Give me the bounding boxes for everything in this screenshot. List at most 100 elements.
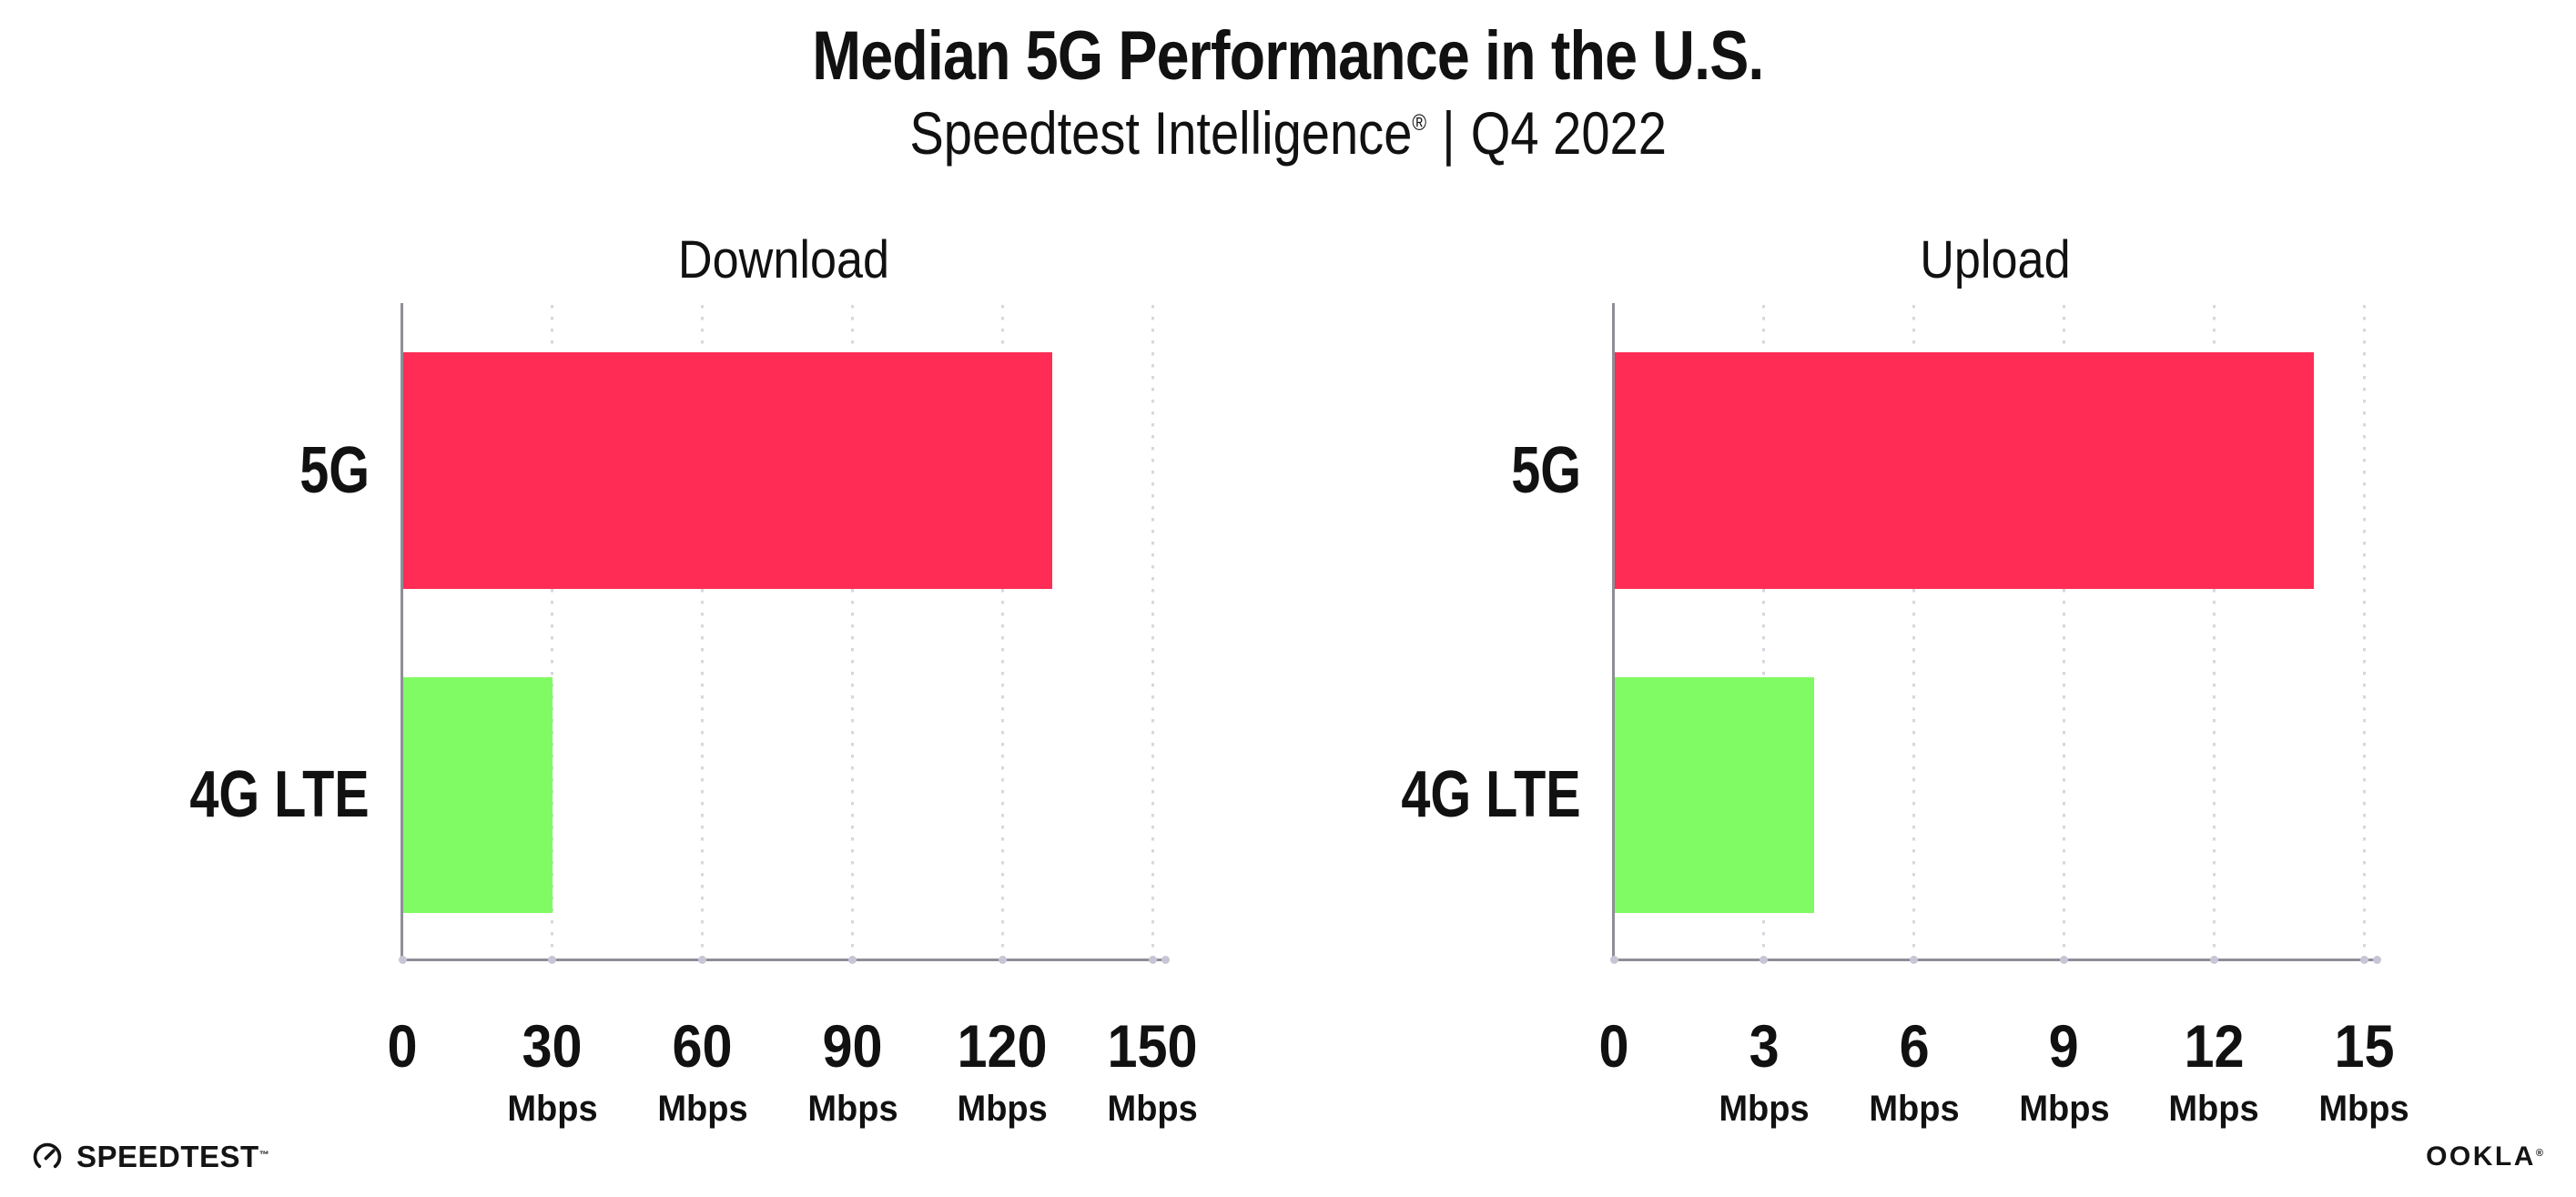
axis-tick-dot-9 [2060, 956, 2069, 964]
x-tick-unit: Mbps [806, 1089, 898, 1129]
chart-upload: Upload 5G 4G LTE 0 3 Mbps 6 Mbps 9 Mbps 12 Mbps 1… [1268, 218, 2415, 1127]
plot-area [398, 303, 1170, 964]
gridline-3 [1762, 305, 1766, 959]
registered-mark: ® [1412, 109, 1426, 136]
gridline-layer [402, 305, 1165, 959]
gridline-layer [1614, 305, 2377, 959]
x-tick-unit: Mbps [1107, 1089, 1198, 1129]
axis-tick-dot-150 [1148, 956, 1157, 964]
x-tick-unit: Mbps [957, 1089, 1049, 1129]
y-axis-line [401, 303, 403, 961]
chart-title-download: Download [402, 229, 1165, 290]
x-axis-line [1612, 959, 2377, 961]
axis-tick-dot-12 [2209, 956, 2218, 964]
gridline-30 [551, 305, 554, 959]
x-tick-unit: Mbps [2318, 1089, 2409, 1129]
x-tick-unit: Mbps [2018, 1089, 2110, 1129]
x-tick-value: 30 [522, 1012, 583, 1080]
x-tick-value: 90 [822, 1012, 883, 1080]
axis-tick-dot-15 [2359, 956, 2368, 964]
y-label-4g-lte: 4G LTE [56, 677, 370, 914]
page-title: Median 5G Performance in the U.S. [0, 16, 2576, 96]
y-label-text: 4G LTE [1401, 758, 1581, 832]
axis-tick-dot-60 [698, 956, 707, 964]
y-label-5g: 5G [1268, 352, 1581, 589]
gridline-9 [2063, 305, 2066, 959]
axis-tick-dot-0 [1609, 956, 1618, 964]
x-tick-value: 6 [1899, 1012, 1930, 1080]
gridline-6 [1912, 305, 1916, 959]
axis-tick-dot-90 [848, 956, 857, 964]
x-tick-6: 6 Mbps [1866, 1016, 1961, 1127]
speedtest-gauge-icon [33, 1142, 62, 1169]
x-tick-0: 0 [386, 1016, 420, 1076]
axis-tick-dot-6 [1910, 956, 1919, 964]
x-axis-tick-labels: 0 3 Mbps 6 Mbps 9 Mbps 12 Mbps 15 Mbps [1598, 1016, 2409, 1127]
subtitle-brand: Speedtest Intelligence [909, 99, 1413, 167]
plot-area [1609, 303, 2381, 964]
subtitle-period: Q4 2022 [1470, 99, 1667, 167]
chart-title-text: Upload [1920, 230, 2071, 289]
page-title-text: Median 5G Performance in the U.S. [812, 17, 1764, 95]
x-tick-value: 12 [2184, 1012, 2245, 1080]
x-tick-value: 9 [2049, 1012, 2080, 1080]
axis-end-dot [2372, 956, 2381, 964]
speedtest-wordmark: SPEEDTEST™ [76, 1140, 270, 1173]
axis-tick-dot-layer [1609, 305, 2381, 964]
gridline-150 [1151, 305, 1154, 959]
y-label-text: 5G [299, 433, 370, 507]
y-label-5g: 5G [56, 352, 370, 589]
x-tick-value: 3 [1749, 1012, 1780, 1080]
x-tick-15: 15 Mbps [2317, 1016, 2411, 1127]
x-tick-unit: Mbps [2168, 1089, 2260, 1129]
y-axis-line [1612, 303, 1615, 961]
x-tick-value: 0 [1598, 1012, 1629, 1080]
x-tick-60: 60 Mbps [654, 1016, 749, 1127]
y-axis-labels: 5G 4G LTE [1268, 305, 1581, 959]
bar-4g-lte [1614, 676, 1814, 914]
registered-mark: ® [2535, 1148, 2543, 1160]
y-label-4g-lte: 4G LTE [1268, 677, 1581, 914]
axis-tick-dot-3 [1760, 956, 1769, 964]
x-axis-line [401, 959, 1165, 961]
x-axis-tick-labels: 0 30 Mbps 60 Mbps 90 Mbps 120 Mbps 150 Mbps [387, 1016, 1197, 1127]
bar-5g [402, 351, 1053, 589]
x-tick-12: 12 Mbps [2166, 1016, 2261, 1127]
axis-tick-dot-120 [998, 956, 1007, 964]
y-label-text: 4G LTE [189, 758, 370, 832]
gridline-15 [2362, 305, 2366, 959]
trademark-mark: ™ [259, 1150, 270, 1161]
ookla-logo: OOKLA® [2426, 1141, 2543, 1172]
x-tick-3: 3 Mbps [1717, 1016, 1811, 1127]
x-tick-unit: Mbps [1719, 1089, 1810, 1129]
speedtest-logo: SPEEDTEST™ [30, 1140, 269, 1174]
x-tick-120: 120 Mbps [952, 1016, 1052, 1127]
x-tick-value: 120 [957, 1012, 1048, 1080]
x-tick-value: 0 [387, 1012, 418, 1080]
x-tick-value: 15 [2334, 1012, 2395, 1080]
x-tick-9: 9 Mbps [2016, 1016, 2111, 1127]
x-tick-90: 90 Mbps [805, 1016, 899, 1127]
x-tick-value: 150 [1107, 1012, 1198, 1080]
gridline-60 [701, 305, 705, 959]
gridline-120 [1000, 305, 1004, 959]
ookla-wordmark: OOKLA [2426, 1141, 2536, 1172]
chart-title-upload: Upload [1614, 229, 2377, 290]
x-tick-0: 0 [1597, 1016, 1631, 1076]
chart-download: Download 5G 4G LTE 0 30 Mbps 60 Mbps 90 Mbps 12… [56, 218, 1203, 1127]
x-tick-unit: Mbps [1869, 1089, 1960, 1129]
x-tick-30: 30 Mbps [505, 1016, 600, 1127]
chart-title-text: Download [677, 230, 890, 289]
axis-tick-dot-layer [398, 305, 1170, 964]
axis-end-dot [1161, 956, 1170, 964]
subtitle-divider: | [1441, 99, 1455, 167]
x-tick-unit: Mbps [657, 1089, 748, 1129]
axis-tick-dot-0 [398, 956, 407, 964]
x-tick-value: 60 [672, 1012, 733, 1080]
gridline-90 [851, 305, 855, 959]
y-label-text: 5G [1511, 433, 1581, 507]
bar-4g-lte [402, 676, 553, 914]
y-axis-labels: 5G 4G LTE [56, 305, 370, 959]
gridline-12 [2212, 305, 2216, 959]
